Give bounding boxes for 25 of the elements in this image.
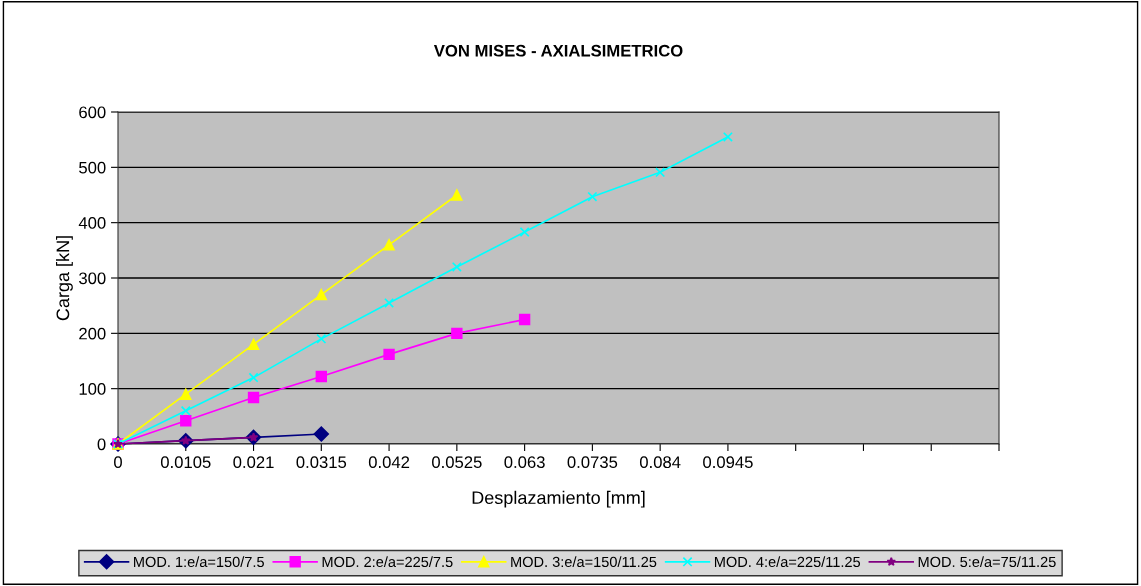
y-tick-label: 500	[79, 161, 106, 174]
x-tick-label: 0.0315	[296, 456, 347, 469]
x-tick-label: 0.0945	[703, 456, 753, 469]
x-tick-label: 0.021	[233, 456, 274, 469]
y-tick-label: 100	[79, 383, 106, 395]
y-tick-label: 300	[79, 272, 106, 285]
x-tick-label: 0.042	[368, 456, 410, 469]
x-tick-label: 0.084	[639, 456, 681, 469]
y-axis-title: Carga [kN]	[56, 236, 73, 321]
chart-title: VON MISES - AXIALSIMETRICO	[433, 44, 683, 57]
legend-label: MOD. 2:e/a=225/7.5	[322, 556, 453, 568]
x-tick-label: 0.063	[504, 456, 545, 469]
y-tick-label: 400	[78, 217, 106, 229]
x-tick-label: 0.0735	[567, 456, 618, 469]
legend-label: MOD. 3:e/a=150/11.25	[511, 556, 657, 568]
legend-label: MOD. 5:e/a=75/11.25	[918, 556, 1056, 568]
y-tick-label: 0	[97, 438, 106, 451]
y-tick-label: 200	[79, 327, 106, 340]
x-tick-label: 0	[114, 456, 122, 469]
y-tick-label: 600	[79, 106, 106, 119]
x-axis-title: Desplazamiento [mm]	[472, 490, 645, 508]
legend-label: MOD. 1:e/a=150/7.5	[134, 556, 264, 568]
x-tick-label: 0.0105	[160, 456, 211, 469]
legend-label: MOD. 4:e/a=225/11.25	[714, 556, 861, 568]
x-tick-label: 0.0525	[432, 456, 482, 469]
